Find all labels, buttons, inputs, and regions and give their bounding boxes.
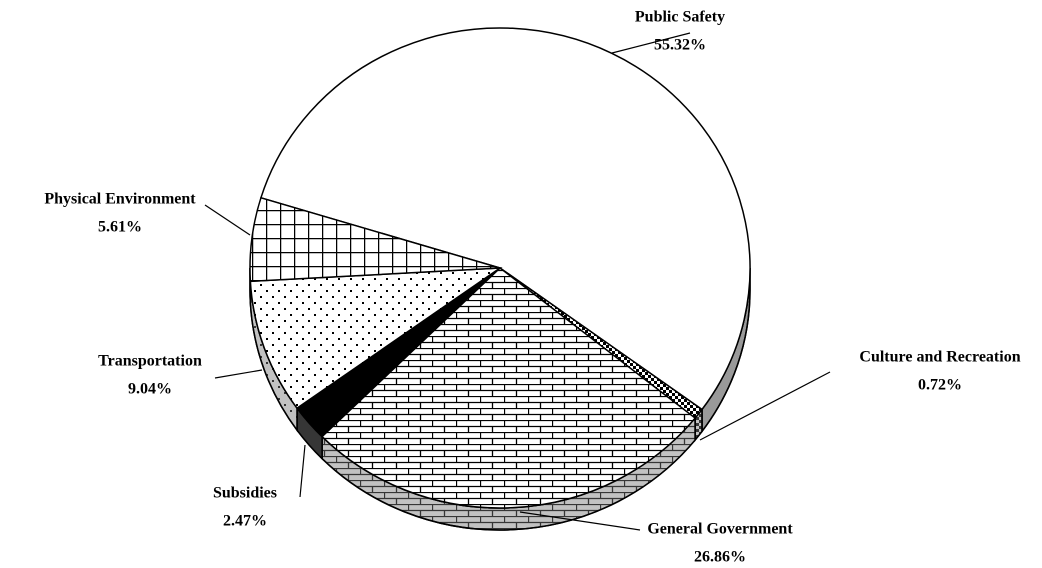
leader-line (299, 444, 306, 498)
leader-line (519, 511, 641, 531)
labels: Public Safety 55.32% Culture and Recreatio… (44, 9, 1020, 566)
leader-line (699, 371, 831, 441)
slice-label: Public Safety (635, 9, 725, 26)
leader-line (214, 369, 263, 379)
slice (259, 27, 751, 411)
slice-label: General Government (647, 521, 793, 538)
pie-tops (249, 27, 751, 509)
leader-line (611, 32, 691, 54)
slice (249, 196, 501, 283)
slice (320, 267, 697, 509)
slice-label: Subsidies (213, 485, 277, 502)
slice-value-label: 26.86% (694, 549, 746, 566)
slice-label: Physical Environment (44, 191, 196, 208)
slice-value-label: 5.61% (98, 219, 142, 236)
slice (249, 267, 503, 410)
slice-value-label: 0.72% (918, 377, 962, 394)
slice-value-label: 9.04% (128, 381, 172, 398)
slice-label: Transportation (98, 353, 202, 370)
slice-label: Culture and Recreation (859, 349, 1020, 366)
slice-value-label: 2.47% (223, 513, 267, 530)
leader-line (204, 204, 251, 236)
slice-value-label: 55.32% (654, 37, 706, 54)
